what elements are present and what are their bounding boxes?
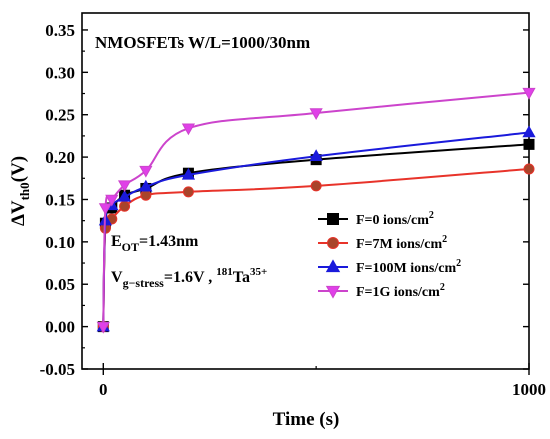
data-point: [119, 200, 131, 212]
plot-frame: [81, 12, 530, 370]
data-point: [327, 237, 339, 249]
stress-annotation: Vg−stress=1.6V , 181Ta35+: [111, 266, 267, 290]
data-point: [325, 285, 341, 299]
legend-item: F=1G ions/cm2: [318, 282, 445, 300]
data-point: [181, 123, 196, 136]
data-point: [139, 179, 153, 192]
data-point: [310, 180, 322, 192]
data-point: [182, 186, 194, 198]
data-point: [309, 149, 323, 161]
series-2: [96, 125, 536, 332]
series-line: [102, 91, 530, 327]
plot-title: NMOSFETs W/L=1000/30nm: [95, 33, 310, 52]
data-point: [105, 194, 119, 207]
y-tick-label: 0.10: [45, 233, 75, 252]
legend-item: F=7M ions/cm2: [318, 234, 447, 252]
legend-label: F=1G ions/cm2: [356, 282, 445, 300]
y-tick-label: 0.20: [45, 148, 75, 167]
legend-item: F=0 ions/cm2: [318, 210, 434, 228]
x-tick-label: 1000: [512, 380, 546, 399]
data-point: [139, 165, 153, 178]
data-point: [117, 189, 132, 202]
legend-label: F=0 ions/cm2: [356, 210, 434, 228]
data-point: [325, 259, 341, 273]
y-tick-label: 0.25: [45, 106, 75, 125]
legend-item: F=100M ions/cm2: [318, 258, 461, 276]
y-axis: -0.05 0.00 0.05 0.10 0.15 0.20 0.25 0.30 0.35: [40, 21, 529, 379]
data-point: [181, 167, 196, 180]
data-point: [523, 163, 535, 175]
legend: F=0 ions/cm2 F=7M ions/cm2 F=100M ions/cm2…: [318, 210, 461, 300]
data-point: [522, 125, 536, 138]
x-axis-title: Time (s): [273, 409, 340, 430]
data-point: [327, 213, 339, 225]
data-point: [117, 180, 132, 193]
data-point: [96, 321, 110, 334]
y-tick-label: 0.35: [45, 21, 75, 40]
legend-label: F=100M ions/cm2: [356, 258, 461, 276]
series-layer: [96, 87, 536, 334]
eot-annotation: EOT=1.43nm: [111, 233, 199, 254]
data-point: [140, 189, 152, 201]
data-point: [309, 108, 323, 121]
y-tick-label: 0.00: [45, 318, 75, 337]
x-axis: 0 1000: [99, 363, 546, 399]
data-point: [523, 138, 535, 150]
data-point: [98, 203, 113, 215]
x-tick-label: 0: [99, 380, 108, 399]
y-tick-label: 0.05: [45, 275, 75, 294]
legend-label: F=7M ions/cm2: [356, 234, 447, 252]
y-tick-label: 0.30: [45, 63, 75, 82]
y-tick-label: -0.05: [40, 360, 75, 379]
series-3: [96, 87, 536, 334]
y-axis-title: ΔVth0(V): [8, 156, 32, 226]
y-tick-label: 0.15: [45, 190, 75, 209]
data-point: [522, 87, 536, 100]
